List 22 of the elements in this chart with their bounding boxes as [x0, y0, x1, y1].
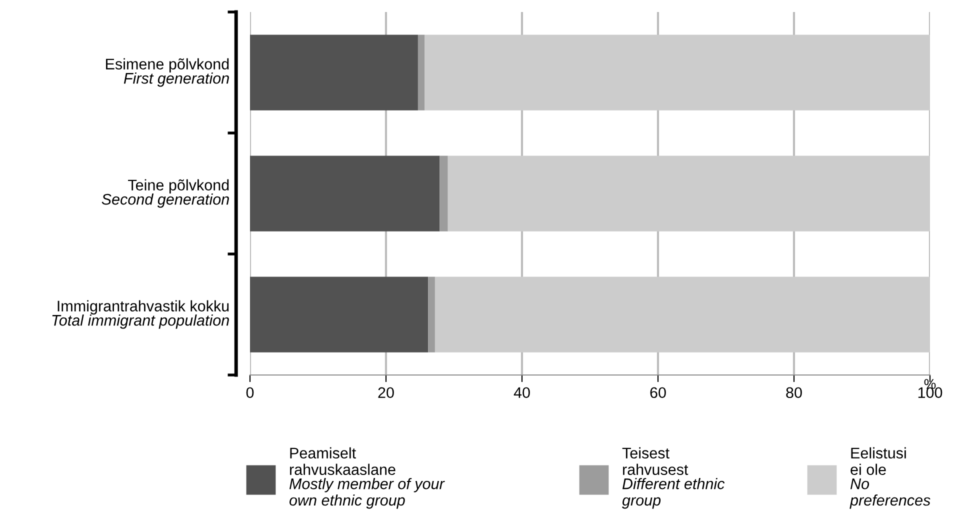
- x-tick-label: 0: [246, 387, 254, 398]
- bar: [418, 34, 425, 110]
- bar: [250, 156, 440, 232]
- legend-label: Peamiselt rahvuskaaslane Mostly member of your own ethnic group: [289, 447, 445, 509]
- y-tick-label: Esimene põlvkond First generation: [106, 58, 229, 87]
- bar: [440, 156, 448, 232]
- x-tick-label: 100: [918, 387, 942, 398]
- bar: [448, 156, 930, 232]
- legend-label: Eelistusi ei ole No preferences: [850, 447, 930, 509]
- bar: [434, 276, 930, 352]
- x-axis-title: %: [924, 379, 936, 389]
- x-tick-label: 80: [786, 387, 802, 398]
- legend-label: Teisest rahvusest Different ethnic group: [622, 447, 725, 509]
- y-tick-label: Teine põlvkond Second generation: [102, 179, 229, 208]
- x-tick-label: 60: [650, 387, 666, 398]
- bar: [250, 276, 428, 352]
- x-tick-label: 40: [514, 387, 530, 398]
- bar: [250, 34, 418, 110]
- bar: [428, 276, 435, 352]
- bar: [424, 34, 930, 110]
- x-tick-label: 20: [378, 387, 394, 398]
- y-tick-label: Immigrantrahvastik kokku Total immigrant population: [52, 300, 229, 329]
